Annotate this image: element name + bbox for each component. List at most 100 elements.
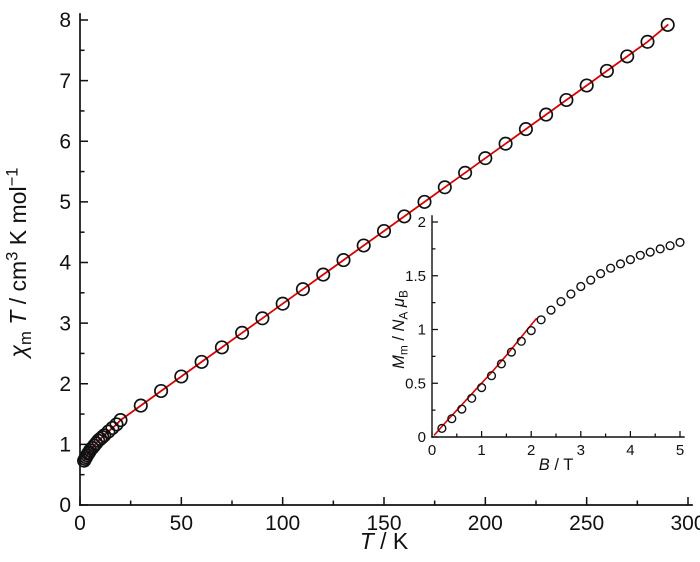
x-tick-label: 150 [366, 512, 401, 535]
data-point-marker [101, 424, 116, 439]
data-point-marker [640, 34, 655, 49]
data-point-marker [556, 297, 566, 307]
inset-axes [431, 215, 685, 438]
data-point-marker [154, 383, 169, 399]
data-point-marker [397, 209, 412, 224]
data-point-marker [625, 255, 636, 265]
data-point-marker [109, 417, 124, 432]
inset-y-axis-label: Mm / NA μB [390, 290, 411, 369]
inset-ticks [431, 221, 681, 438]
data-point-marker [336, 253, 351, 268]
data-point-marker [526, 326, 536, 336]
data-point-marker [214, 340, 229, 355]
y-tick-label: 3 [59, 312, 71, 335]
y-tick-label: 0.5 [405, 375, 426, 392]
data-point-marker [255, 311, 270, 326]
y-tick-label: 1 [418, 322, 426, 339]
data-point-marker [93, 431, 108, 446]
inset-plot: 0 1 2 3 4 500.511.52B / TMm / NA μB [390, 214, 685, 474]
data-point-marker [467, 393, 477, 403]
x-tick-label: 4 [626, 442, 634, 459]
data-point-marker [478, 151, 493, 166]
x-tick-label: 1 [477, 442, 485, 459]
main-y-axis-label: χm T / cm3 K mol−1 [2, 167, 35, 359]
main-ticks [79, 19, 689, 506]
data-point-marker [620, 49, 635, 64]
y-tick-label: 2 [59, 373, 71, 396]
y-tick-label: 4 [59, 252, 71, 275]
y-tick-label: 8 [59, 9, 71, 32]
data-point-marker [458, 165, 473, 180]
data-point-marker [447, 414, 457, 424]
data-point-marker [194, 354, 209, 369]
x-tick-label: 0 [74, 512, 86, 535]
data-point-marker [615, 259, 626, 269]
x-tick-label: 300 [670, 512, 700, 535]
data-point-marker [675, 237, 685, 248]
inset-tick-labels: 0 1 2 3 4 5 0 0.5 1 1.5 2 [405, 214, 684, 459]
data-point-marker [457, 404, 467, 414]
x-tick-label: 250 [569, 512, 604, 535]
x-tick-label: 2 [527, 442, 535, 459]
data-point-marker [235, 325, 250, 340]
x-tick-label: 0 [428, 442, 436, 459]
y-tick-label: 5 [59, 191, 71, 214]
inset-fit-line [433, 317, 538, 436]
data-point-marker [97, 428, 112, 443]
data-point-marker [599, 63, 614, 78]
y-tick-label: 0 [418, 429, 426, 446]
x-tick-label: 200 [468, 512, 503, 535]
main-axes [79, 13, 693, 506]
y-tick-label: 1 [59, 434, 71, 457]
data-point-marker [295, 282, 310, 297]
main-x-axis-label: T / K [360, 528, 409, 554]
data-point-marker [566, 289, 576, 299]
data-point-marker [546, 305, 556, 315]
data-point-marker [113, 413, 128, 428]
data-point-marker [605, 263, 616, 273]
data-point-marker [665, 241, 675, 251]
x-tick-label: 50 [170, 512, 193, 535]
y-tick-label: 1.5 [405, 268, 426, 285]
inset-x-axis-label: B / T [539, 456, 574, 474]
data-point-marker [316, 267, 331, 282]
data-point-marker [133, 398, 148, 413]
x-tick-label: 3 [577, 442, 585, 459]
data-point-marker [437, 423, 447, 434]
data-point-marker [635, 250, 645, 260]
data-point-marker [496, 359, 507, 369]
data-point-marker [275, 296, 290, 311]
data-point-marker [437, 180, 452, 195]
data-point-marker [576, 281, 586, 292]
data-point-marker [539, 107, 554, 122]
y-tick-label: 6 [59, 130, 71, 153]
data-point-marker [498, 136, 513, 151]
x-tick-label: 5 [676, 442, 684, 459]
data-point-marker [559, 92, 574, 108]
data-point-marker [579, 78, 594, 93]
data-point-marker [506, 347, 517, 357]
data-point-marker [486, 371, 497, 381]
x-tick-label: 100 [265, 512, 300, 535]
data-point-marker [516, 336, 526, 346]
data-point-marker [174, 369, 189, 384]
data-point-marker [356, 238, 371, 253]
y-tick-label: 0 [59, 494, 71, 517]
data-point-marker [477, 383, 487, 393]
data-point-marker [655, 244, 665, 254]
main-experimental-data [77, 17, 675, 468]
data-point-marker [536, 315, 546, 325]
data-point-marker [417, 194, 432, 209]
inset-experimental-data [437, 237, 685, 434]
main-fit-line [83, 23, 669, 462]
data-point-marker [518, 122, 533, 137]
data-point-marker [376, 223, 392, 239]
y-tick-label: 2 [418, 214, 426, 231]
data-point-marker [645, 247, 655, 257]
data-point-marker [660, 17, 675, 32]
data-point-marker [586, 275, 596, 285]
